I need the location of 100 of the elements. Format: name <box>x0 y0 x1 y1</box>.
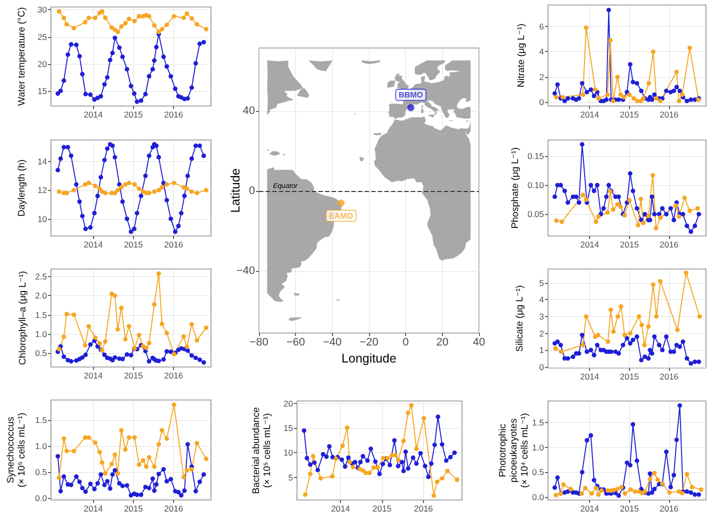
point <box>652 92 657 97</box>
point <box>615 202 620 207</box>
point <box>112 190 118 196</box>
point <box>97 450 102 454</box>
point <box>98 472 104 477</box>
point <box>112 293 118 298</box>
point <box>72 188 76 192</box>
point <box>105 75 110 80</box>
point <box>576 96 582 101</box>
point <box>126 180 132 186</box>
point <box>630 80 636 84</box>
point <box>92 486 97 492</box>
point <box>62 16 66 20</box>
point <box>692 360 698 364</box>
y-tick-label: 20 <box>284 398 294 408</box>
point <box>601 206 606 211</box>
x-tick-label: 2016 <box>164 504 184 512</box>
y-tick-label: −40 <box>236 265 255 277</box>
point <box>146 359 152 364</box>
y-axis-title: Bacterial abundance (× 10⁵ cells mL⁻¹) <box>251 407 273 494</box>
x-tick-label: 2015 <box>620 372 640 382</box>
point <box>132 182 137 187</box>
point <box>554 94 559 100</box>
point <box>152 488 157 493</box>
point <box>605 210 610 215</box>
point <box>68 42 74 47</box>
point <box>630 338 636 342</box>
point <box>639 358 644 362</box>
point <box>584 314 588 319</box>
y-tick-label: 15 <box>38 86 48 96</box>
point <box>656 342 662 348</box>
point <box>172 229 178 234</box>
point <box>658 215 663 220</box>
point <box>189 16 194 21</box>
point <box>606 182 611 188</box>
point <box>198 42 202 46</box>
point <box>616 493 621 498</box>
x-tick-label: 2015 <box>124 370 144 380</box>
point <box>56 189 62 194</box>
point <box>426 474 431 480</box>
y-tick-label: 0.5 <box>35 466 48 477</box>
point <box>672 218 676 222</box>
point <box>303 492 308 497</box>
point <box>388 462 392 468</box>
y-tick-label: 0.05 <box>527 209 544 220</box>
annotation: EAMO <box>329 212 354 220</box>
point <box>684 98 690 104</box>
y-tick-label: 1 <box>539 345 544 356</box>
point <box>156 154 161 160</box>
point <box>108 486 112 491</box>
point <box>82 20 88 24</box>
point <box>584 197 588 202</box>
point <box>622 332 627 338</box>
point <box>646 491 651 496</box>
y-axis-title: Daylength (h) <box>16 159 28 217</box>
point <box>88 482 93 486</box>
point <box>346 455 351 460</box>
x-tick-label: 2016 <box>164 370 184 380</box>
point <box>189 156 194 161</box>
point <box>143 484 148 490</box>
point <box>566 200 570 205</box>
y-tick-label: 5 <box>539 278 544 288</box>
point <box>88 342 93 347</box>
point <box>608 308 613 312</box>
x-tick-label: 2014 <box>84 504 103 512</box>
point <box>193 488 198 494</box>
point <box>628 487 633 492</box>
x-tick-label: 2015 <box>124 110 144 120</box>
x-tick-label: −40 <box>322 336 342 348</box>
point <box>580 470 584 474</box>
point <box>630 422 636 427</box>
y-tick-label: 0.5 <box>532 467 544 478</box>
point <box>172 180 176 186</box>
point <box>684 224 690 228</box>
point <box>152 189 157 194</box>
point <box>126 16 132 22</box>
point <box>62 334 66 340</box>
point <box>181 334 186 339</box>
point <box>194 338 200 343</box>
point <box>566 96 570 101</box>
point <box>596 96 601 101</box>
point <box>193 143 198 148</box>
point <box>692 97 698 102</box>
point <box>128 352 134 358</box>
point <box>172 86 178 91</box>
point <box>650 282 656 287</box>
point <box>103 339 108 344</box>
point <box>105 479 110 484</box>
point <box>692 224 698 228</box>
point <box>62 474 66 479</box>
point <box>310 454 316 458</box>
point <box>154 482 159 487</box>
point <box>630 188 636 194</box>
y-axis-title: Silicate (μg L⁻¹) <box>514 285 526 352</box>
point <box>86 16 92 20</box>
point <box>168 216 174 222</box>
point <box>115 327 120 332</box>
point <box>646 356 651 361</box>
point <box>406 410 410 416</box>
point <box>652 212 657 216</box>
